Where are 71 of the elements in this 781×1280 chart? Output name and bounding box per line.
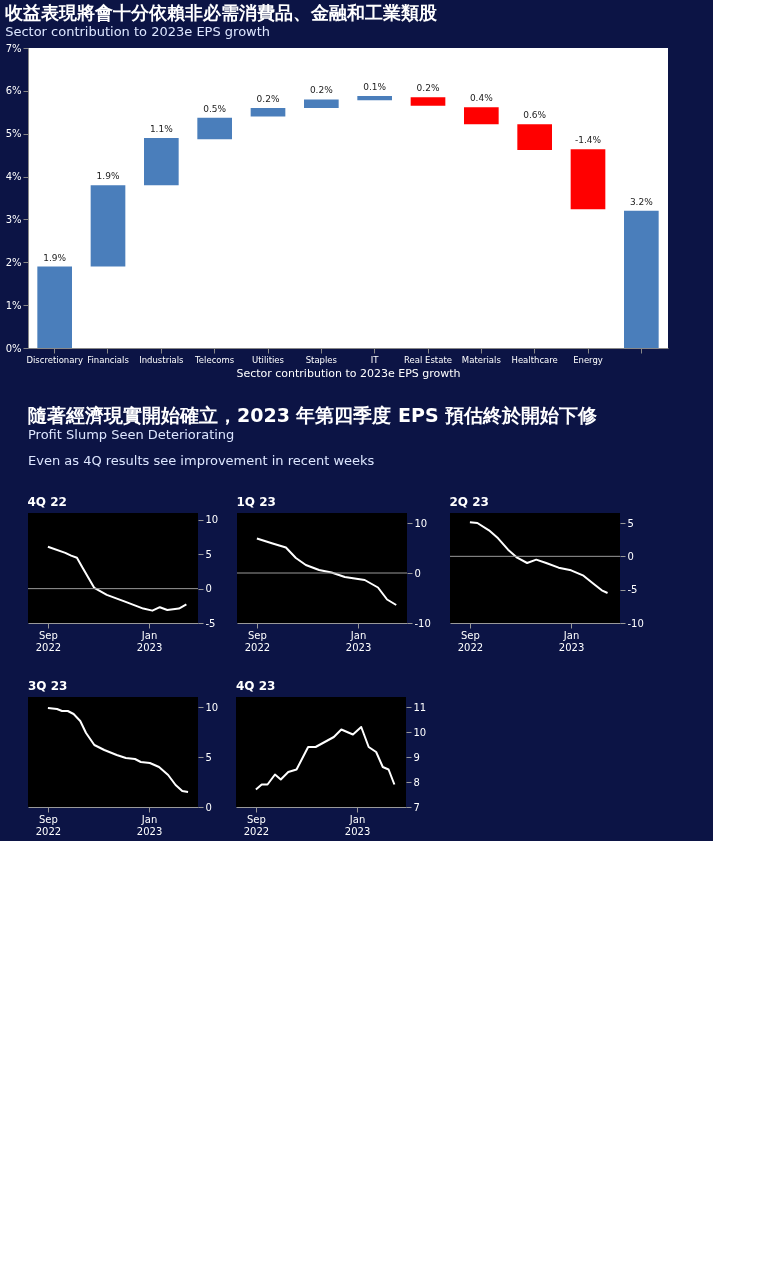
x-axis-title: Sector contribution to 2023e EPS growth (236, 367, 461, 380)
data-label: 1.9% (96, 171, 120, 182)
y-tick-label: 2% (5, 256, 22, 268)
x-tick-label: Telecoms (194, 354, 235, 365)
data-label: 1.1% (149, 124, 174, 134)
x-tick-label: Jan 2023 (345, 629, 372, 653)
y-tick-label: 5 (205, 751, 212, 763)
chart-title: 4Q 23 (236, 679, 276, 693)
x-tick-label: Sep 2022 (243, 813, 270, 837)
y-tick-label: 1% (5, 299, 22, 311)
x-tick-label: Discretionary (26, 354, 83, 365)
y-tick-label: 10 (413, 726, 427, 738)
data-label: 0.6% (523, 110, 547, 121)
y-tick-label: 11 (413, 701, 427, 713)
y-tick-label: -10 (627, 617, 644, 629)
y-tick-label: -5 (627, 584, 638, 596)
chart-title: 收益表現將會十分依賴非必需消費品、金融和工業類股 (5, 2, 439, 23)
data-label: 0.2% (416, 83, 440, 94)
x-tick-label: Healthcare (511, 354, 558, 365)
y-tick-label: 0 (205, 583, 212, 595)
y-tick-label: 0 (205, 801, 212, 813)
data-label: 0.5% (203, 103, 227, 114)
x-tick-label: Industrials (139, 354, 185, 365)
data-label: 0.2% (309, 85, 334, 96)
y-tick-label: 9 (413, 751, 420, 763)
chart-title: 2Q 23 (449, 495, 489, 509)
data-label: 0.2% (256, 94, 280, 104)
x-tick-label: IT (370, 354, 380, 365)
chart-title: 1Q 23 (236, 495, 276, 509)
x-tick-label: Sep 2022 (457, 629, 484, 653)
y-tick-label: 0 (627, 550, 634, 562)
x-tick-label: Financials (87, 354, 130, 365)
y-tick-label: 0% (5, 342, 22, 354)
y-tick-label: 10 (205, 701, 219, 713)
y-tick-label: 3% (5, 213, 22, 225)
y-tick-label: 10 (414, 517, 428, 529)
x-tick-label: Utilities (252, 354, 285, 365)
y-tick-label: 10 (205, 514, 219, 526)
x-tick-label: Sep 2022 (244, 629, 271, 653)
x-tick-label: Jan 2023 (136, 813, 163, 837)
x-tick-label: Jan 2023 (344, 813, 371, 837)
data-label: 1.9% (43, 252, 67, 263)
y-tick-label: -5 (205, 617, 216, 629)
x-tick-label: Energy (573, 354, 603, 365)
text: Even as 4Q results see improvement in recent weeks (28, 453, 375, 468)
x-tick-label: Real Estate (404, 354, 452, 365)
x-tick-label: Jan 2023 (558, 629, 585, 653)
x-tick-label: Sep 2022 (35, 813, 62, 837)
data-label: 3.2% (629, 196, 654, 207)
y-tick-label: -10 (414, 617, 431, 629)
text: 隨著經濟現實開始確立，2023 年第四季度 EPS 預估終於開始下修 (28, 404, 599, 426)
x-tick-label: Sep 2022 (35, 629, 62, 653)
y-tick-label: 0 (414, 567, 421, 579)
y-tick-label: 7% (5, 42, 22, 54)
x-tick-label: Staples (305, 354, 338, 365)
chart-subtitle: Sector contribution to 2023e EPS growth (5, 24, 271, 39)
y-tick-label: 5 (205, 548, 212, 560)
y-tick-label: 5% (5, 128, 22, 140)
y-tick-label: 5 (627, 517, 634, 529)
x-tick-label: Materials (461, 354, 502, 365)
x-tick-label: Jan 2023 (136, 629, 163, 653)
text: Profit Slump Seen Deteriorating (28, 427, 235, 442)
y-tick-label: 4% (5, 171, 22, 183)
data-label: 0.1% (363, 82, 387, 92)
chart-title: 3Q 23 (28, 679, 68, 693)
y-tick-label: 8 (413, 776, 420, 788)
y-tick-label: 6% (5, 85, 22, 97)
chart-title: 4Q 22 (27, 495, 67, 509)
data-label: -1.4% (574, 135, 602, 146)
data-label: 0.4% (469, 93, 494, 104)
y-tick-label: 7 (413, 801, 420, 813)
